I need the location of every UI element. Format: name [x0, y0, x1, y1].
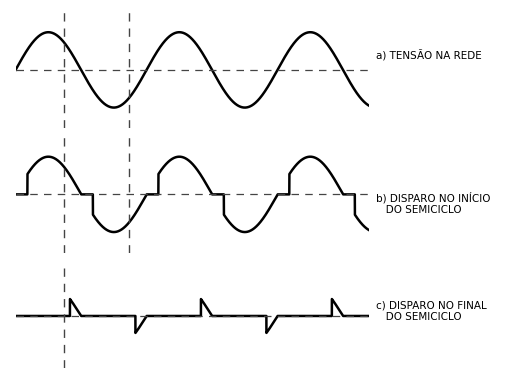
Text: b) DISPARO NO INÍCIO
   DO SEMICICLO: b) DISPARO NO INÍCIO DO SEMICICLO	[376, 192, 491, 215]
Text: a) TENSÃO NA REDE: a) TENSÃO NA REDE	[376, 50, 482, 62]
Text: c) DISPARO NO FINAL
   DO SEMICICLO: c) DISPARO NO FINAL DO SEMICICLO	[376, 300, 487, 322]
